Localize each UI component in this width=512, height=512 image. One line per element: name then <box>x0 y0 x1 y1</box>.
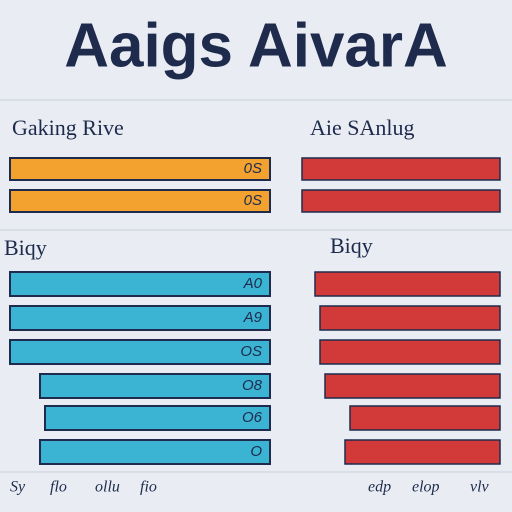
orange-bar <box>9 157 271 181</box>
red-bar <box>314 271 501 297</box>
teal-bar <box>9 305 271 331</box>
red-bar <box>301 189 501 213</box>
footer-label: vlv <box>470 479 490 496</box>
footer-label: Sy <box>10 479 26 496</box>
right-subheading: Biqy <box>330 233 373 258</box>
bar-label: O8 <box>242 377 263 394</box>
footer-label: elop <box>412 479 440 496</box>
left-heading: Gaking Rive <box>12 115 124 140</box>
teal-bars <box>9 271 271 465</box>
red-bars <box>314 271 501 465</box>
bar-label: O6 <box>242 409 263 426</box>
footer-label: ollu <box>95 479 120 496</box>
footer-label: flo <box>50 479 67 496</box>
red-bar <box>319 305 501 331</box>
bar-label: OS <box>240 343 262 360</box>
left-subheading: Biqy <box>4 235 47 260</box>
teal-bar <box>39 439 271 465</box>
footer-label: fio <box>140 479 157 496</box>
title: Aaigs AivarA <box>64 11 448 80</box>
bar-label: 0S <box>244 160 262 177</box>
red-bar <box>319 339 501 365</box>
red-bar <box>349 405 501 431</box>
teal-bar <box>44 405 271 431</box>
teal-bar <box>9 339 271 365</box>
red-bar <box>324 373 501 399</box>
teal-labels: A0 A9 OS O8 O6 O <box>240 275 262 460</box>
bar-label: 0S <box>244 192 262 209</box>
red-bar <box>344 439 501 465</box>
right-heading: Aie SAnlug <box>310 115 415 140</box>
bar-label: A0 <box>243 275 263 292</box>
bar-label: O <box>250 443 262 460</box>
bar-label: A9 <box>243 309 263 326</box>
footer-label: edp <box>368 479 391 496</box>
red-bar <box>301 157 501 181</box>
teal-bar <box>39 373 271 399</box>
orange-bar <box>9 189 271 213</box>
teal-bar <box>9 271 271 297</box>
